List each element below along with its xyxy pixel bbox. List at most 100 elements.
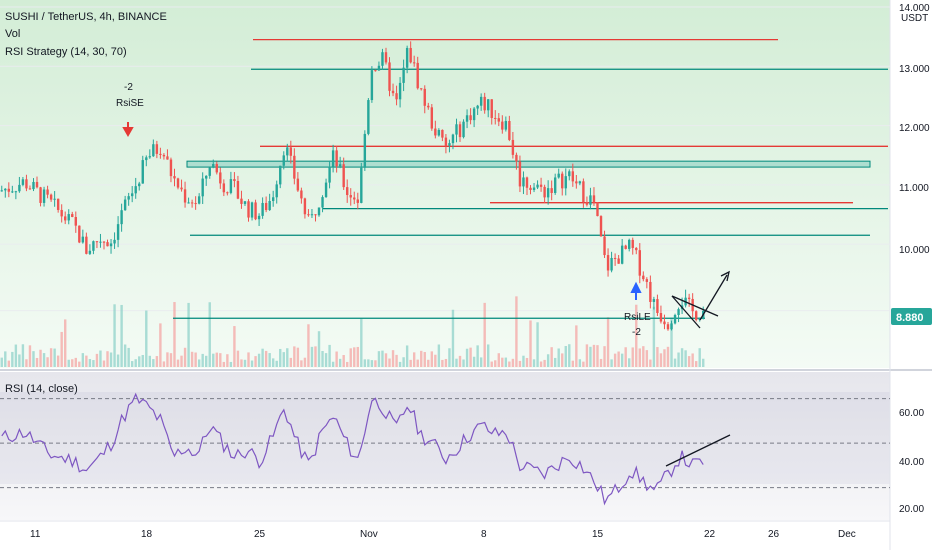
candle-body <box>434 128 437 136</box>
candle-body <box>673 314 677 324</box>
candle-body <box>561 173 564 189</box>
candle-body <box>123 199 127 211</box>
candle-body <box>201 178 204 197</box>
candle-body <box>592 195 596 203</box>
volume-legend[interactable]: Vol <box>5 28 21 40</box>
short-signal-arrow-icon <box>122 122 134 138</box>
volume-bar <box>702 358 705 367</box>
candle-body <box>39 187 42 203</box>
volume-bar <box>515 296 518 367</box>
volume-bar <box>74 357 77 367</box>
rsi-band-fill <box>0 392 890 484</box>
candle-body <box>169 159 173 177</box>
volume-bar <box>321 351 324 367</box>
candle-body <box>423 88 426 106</box>
volume-bar <box>677 352 680 367</box>
volume-bar <box>694 361 698 367</box>
volume-bar <box>420 350 423 367</box>
price-tick-label: 10.000 <box>899 245 930 256</box>
candle-body <box>85 236 88 254</box>
volume-bar <box>349 348 352 367</box>
volume-bar <box>543 359 546 367</box>
candle-body <box>694 311 698 320</box>
volume-bar <box>102 360 106 367</box>
candle-body <box>275 184 278 198</box>
volume-bar <box>42 353 46 367</box>
candle-body <box>307 214 310 216</box>
current-price-label: 8.880 <box>896 312 924 324</box>
volume-bar <box>331 361 335 367</box>
candle-body <box>613 257 617 259</box>
candle-body <box>388 62 391 91</box>
volume-bar <box>476 345 479 367</box>
candle-body <box>532 187 536 191</box>
volume-bar <box>324 353 328 367</box>
volume-bar <box>116 354 120 367</box>
volume-bar <box>92 360 95 367</box>
candle-body <box>102 241 106 243</box>
candle-body <box>74 216 77 226</box>
volume-bar <box>317 331 321 367</box>
volume-bar <box>240 359 243 367</box>
volume-bar <box>85 355 88 367</box>
candle-body <box>92 241 95 251</box>
symbol-legend[interactable]: SUSHI / TetherUS, 4h, BINANCE <box>5 11 167 23</box>
candle-body <box>116 224 120 240</box>
volume-bar <box>236 350 240 367</box>
volume-bar <box>642 346 645 367</box>
candle-body <box>367 100 370 134</box>
volume-bar <box>152 359 155 367</box>
volume-bar <box>226 354 229 367</box>
candle-body <box>317 207 321 216</box>
candle-body <box>296 178 300 191</box>
volume-bar <box>575 325 578 367</box>
candle-body <box>247 201 250 218</box>
strategy-legend[interactable]: RSI Strategy (14, 30, 70) <box>5 46 127 58</box>
candle-body <box>187 202 190 204</box>
candle-body <box>155 144 159 154</box>
volume-bar <box>21 344 25 367</box>
long-signal-label: RsiLE <box>624 312 651 323</box>
price-tick-label: 12.000 <box>899 123 930 134</box>
volume-bar <box>109 352 113 367</box>
volume-bar <box>166 352 169 367</box>
candle-body <box>197 196 201 204</box>
candle-body <box>546 188 550 198</box>
candle-body <box>405 47 409 68</box>
candle-body <box>46 189 49 195</box>
candle-body <box>631 239 634 248</box>
candle-body <box>289 147 293 156</box>
rsi-divergence-trendline <box>665 434 731 467</box>
volume-bar <box>367 359 370 367</box>
volume-bar <box>303 357 307 367</box>
volume-bar <box>123 344 127 367</box>
candle-body <box>416 62 419 89</box>
rsi-line <box>1 392 704 506</box>
candle-body <box>374 70 377 72</box>
candle-body <box>518 161 522 187</box>
volume-bar <box>254 356 257 367</box>
candle-body <box>525 177 529 188</box>
candle-body <box>7 188 11 192</box>
volume-bar <box>638 348 641 367</box>
candle-body <box>18 184 21 192</box>
candle-body <box>659 313 663 322</box>
volume-bar <box>416 359 419 367</box>
volume-bar <box>257 353 261 367</box>
candle-body <box>444 137 448 146</box>
volume-bar <box>293 346 296 367</box>
volume-bar <box>631 347 634 367</box>
volume-bar <box>155 356 159 367</box>
volume-bar <box>550 347 553 367</box>
volume-bar <box>71 359 74 367</box>
candle-body <box>589 195 592 205</box>
volume-bar <box>561 353 564 367</box>
candle-body <box>0 190 3 192</box>
volume-bar <box>296 347 300 367</box>
volume-bar <box>483 302 486 367</box>
candle-body <box>564 176 567 189</box>
rsi-legend[interactable]: RSI (14, close) <box>5 383 78 395</box>
volume-bar <box>49 348 53 367</box>
volume-bar <box>427 359 430 367</box>
